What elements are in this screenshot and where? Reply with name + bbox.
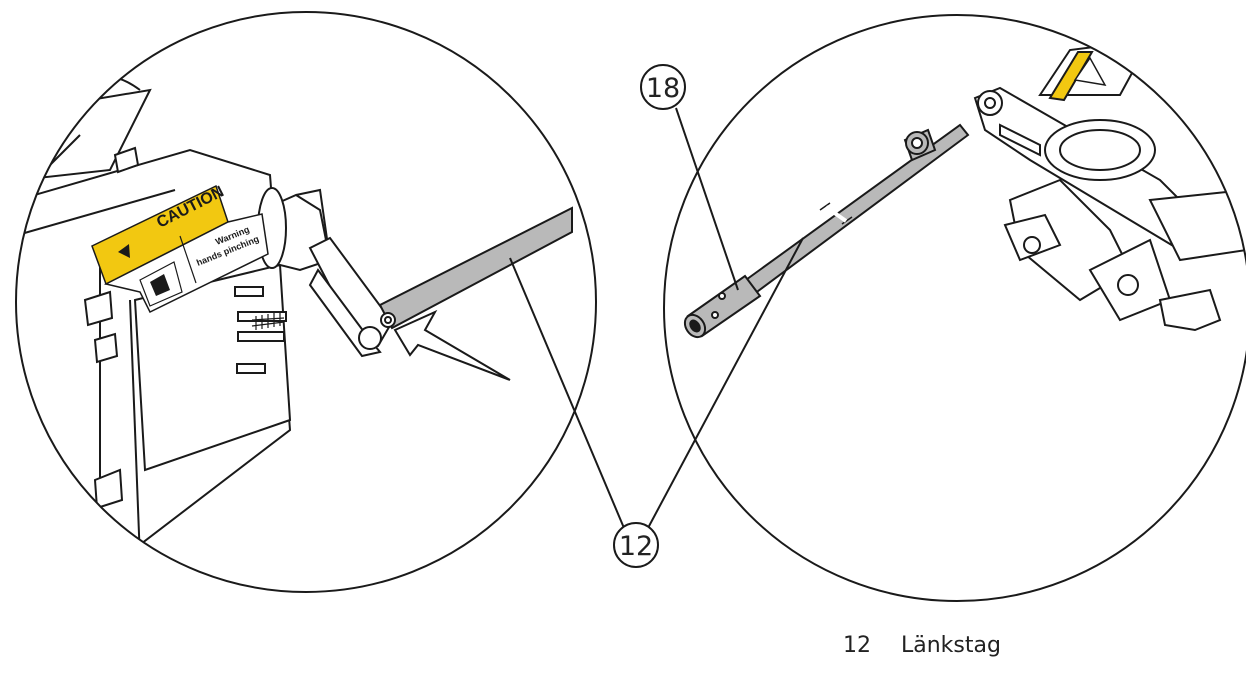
callout-18: 18 — [640, 64, 739, 291]
legend-number: 12 — [843, 633, 871, 658]
legend-text: Länkstag — [901, 633, 1001, 658]
warning-triangle-icon — [118, 244, 130, 258]
hand-pinch-icon — [139, 261, 183, 307]
fitting-18 — [683, 274, 762, 339]
right-detail-circle — [663, 14, 1246, 602]
callout-12-label: 12 — [619, 531, 653, 562]
callout-12: 12 — [509, 237, 804, 568]
right-detail-view — [663, 14, 1246, 602]
left-detail-view: CAUTION Warning hands pinching — [15, 11, 597, 593]
legend: 12 Länkstag — [843, 633, 1001, 658]
callout-18-label: 18 — [646, 73, 680, 104]
rod-end-eye — [903, 128, 937, 162]
left-detail-circle — [15, 11, 597, 593]
